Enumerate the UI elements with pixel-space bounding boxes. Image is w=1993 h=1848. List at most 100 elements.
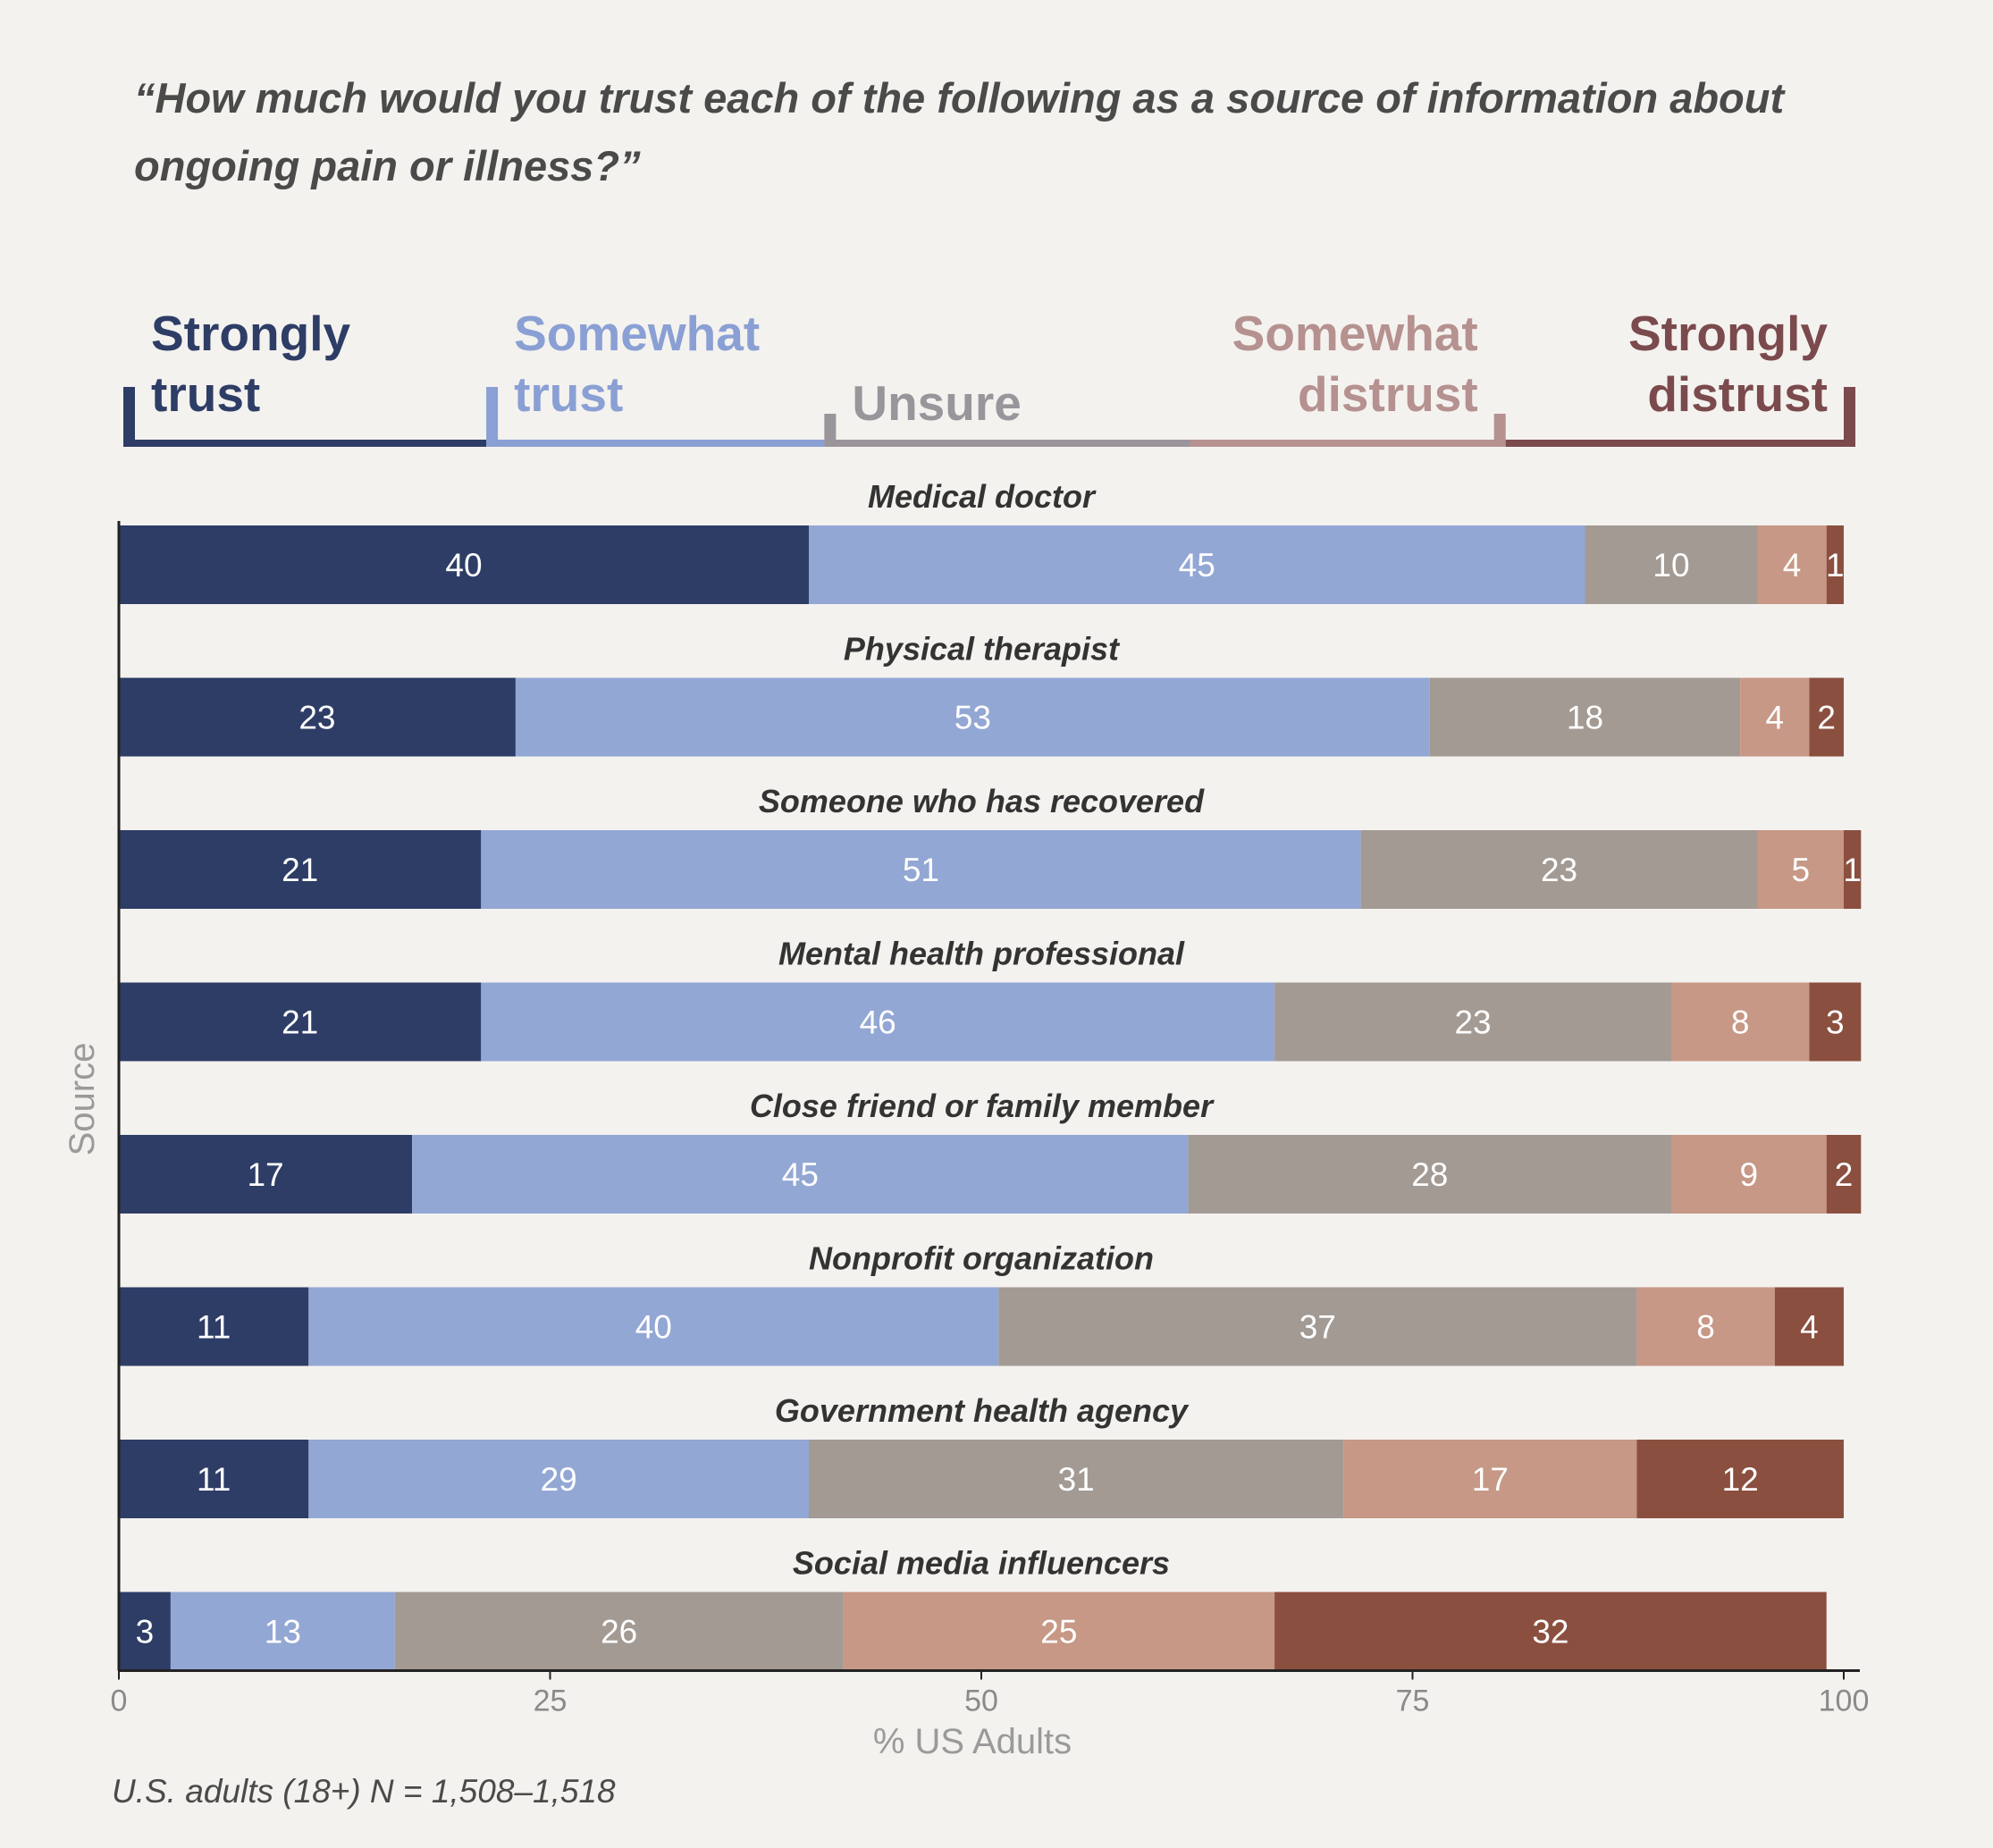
bar-value-label: 3 bbox=[1826, 1004, 1845, 1041]
bar-segment bbox=[515, 677, 1430, 757]
bar-value-label: 1 bbox=[1826, 547, 1845, 584]
bar-value-label: 8 bbox=[1731, 1004, 1750, 1041]
bar-segment bbox=[119, 1440, 309, 1518]
bar-value-label: 40 bbox=[445, 547, 482, 584]
bar-segment bbox=[119, 525, 809, 604]
x-axis: 0 25 50 75 100 bbox=[111, 521, 1870, 1718]
bar-row: Someone who has recovered 21 51 23 5 1 bbox=[119, 783, 1862, 909]
bar-segment bbox=[481, 830, 1361, 909]
legend-label: trust bbox=[151, 366, 260, 422]
bar-value-label: 32 bbox=[1532, 1614, 1568, 1651]
legend-bracket-tick bbox=[1844, 387, 1855, 447]
bar-value-label: 23 bbox=[1454, 1004, 1491, 1041]
bar-row: Close friend or family member 17 45 28 9 2 bbox=[119, 1088, 1862, 1214]
bar-row: Government health agency 11 29 31 17 12 bbox=[119, 1392, 1844, 1518]
bar-value-label: 51 bbox=[903, 852, 939, 888]
legend-bracket-tick bbox=[486, 387, 499, 447]
bar-segment bbox=[308, 1440, 809, 1518]
bar-segment bbox=[1757, 525, 1827, 604]
legend-label: Somewhat bbox=[1232, 306, 1478, 361]
legend-label: Somewhat bbox=[514, 306, 760, 361]
bar-segment bbox=[1585, 525, 1758, 604]
bar-segment bbox=[809, 1440, 1344, 1518]
bar-value-label: 9 bbox=[1740, 1156, 1759, 1193]
category-label: Medical doctor bbox=[868, 478, 1097, 515]
bar-segment bbox=[1671, 1135, 1827, 1214]
bar-segment bbox=[308, 1287, 999, 1366]
bar-segment bbox=[843, 1592, 1275, 1671]
x-tick-label: 0 bbox=[111, 1684, 128, 1718]
category-label: Physical therapist bbox=[844, 631, 1121, 668]
bar-value-label: 21 bbox=[282, 1004, 318, 1041]
legend-bracket-tick bbox=[123, 387, 135, 447]
bar-value-label: 17 bbox=[247, 1156, 283, 1193]
bar-value-label: 28 bbox=[1411, 1156, 1448, 1193]
bar-value-label: 11 bbox=[197, 1309, 231, 1346]
bar-value-label: 3 bbox=[136, 1614, 155, 1651]
bar-segment bbox=[394, 1592, 844, 1671]
bar-segment bbox=[1826, 525, 1844, 604]
chart-title: “How much would you trust each of the fo… bbox=[134, 74, 1786, 189]
bar-value-label: 21 bbox=[282, 852, 318, 888]
x-tick-label: 25 bbox=[534, 1684, 568, 1718]
bar-value-label: 46 bbox=[860, 1004, 896, 1041]
bar-segment bbox=[1274, 982, 1671, 1062]
x-tick-label: 50 bbox=[964, 1684, 998, 1718]
bar-value-label: 37 bbox=[1299, 1309, 1336, 1346]
bar-value-label: 18 bbox=[1567, 700, 1603, 736]
bar-segment bbox=[1671, 982, 1810, 1062]
bar-segment bbox=[1809, 982, 1862, 1062]
legend-label: distrust bbox=[1298, 366, 1478, 422]
bar-row: Mental health professional 21 46 23 8 3 bbox=[119, 936, 1862, 1062]
x-tick-label: 75 bbox=[1396, 1684, 1430, 1718]
bar-segment bbox=[809, 525, 1585, 604]
bar-value-label: 4 bbox=[1800, 1309, 1819, 1346]
bar-value-label: 5 bbox=[1791, 852, 1810, 888]
bar-value-label: 25 bbox=[1040, 1614, 1077, 1651]
legend-bracket-tick bbox=[824, 414, 837, 447]
x-tick-label: 100 bbox=[1819, 1684, 1870, 1718]
bar-segment bbox=[1826, 1135, 1862, 1214]
x-axis-title: % US Adults bbox=[873, 1722, 1072, 1761]
bar-segment bbox=[1429, 677, 1741, 757]
bar-segment bbox=[1757, 830, 1844, 909]
bar-segment bbox=[119, 1135, 413, 1214]
bar-value-label: 8 bbox=[1696, 1309, 1715, 1346]
bar-segment bbox=[1360, 830, 1758, 909]
bar-row: Social media influencers 3 13 26 25 32 bbox=[119, 1545, 1827, 1671]
bar-value-label: 4 bbox=[1783, 547, 1802, 584]
category-label: Social media influencers bbox=[793, 1545, 1170, 1582]
bar-value-label: 26 bbox=[601, 1614, 637, 1651]
legend-bracket-tick bbox=[1493, 414, 1506, 447]
bar-value-label: 29 bbox=[541, 1461, 577, 1498]
bar-value-label: 11 bbox=[197, 1461, 231, 1498]
bar-value-label: 23 bbox=[299, 700, 335, 736]
bar-value-label: 4 bbox=[1766, 700, 1785, 736]
bar-row: Physical therapist 23 53 18 4 2 bbox=[119, 631, 1844, 757]
bar-value-label: 45 bbox=[782, 1156, 819, 1193]
category-label: Nonprofit organization bbox=[809, 1240, 1154, 1277]
bar-value-label: 12 bbox=[1722, 1461, 1759, 1498]
bar-segment bbox=[1274, 1592, 1827, 1671]
legend-label: trust bbox=[514, 366, 623, 422]
bar-segment bbox=[119, 830, 482, 909]
legend-bar bbox=[123, 440, 487, 447]
bar-segment bbox=[119, 1287, 309, 1366]
bar-value-label: 1 bbox=[1843, 852, 1862, 888]
bar-value-label: 17 bbox=[1472, 1461, 1509, 1498]
bar-row: Medical doctor 40 45 10 4 1 bbox=[119, 478, 1845, 604]
legend-label: Unsure bbox=[852, 375, 1022, 431]
category-label: Mental health professional bbox=[778, 936, 1185, 972]
bar-segment bbox=[119, 982, 482, 1062]
category-label: Government health agency bbox=[775, 1392, 1190, 1429]
legend-bar bbox=[824, 440, 1190, 447]
bar-segment bbox=[1774, 1287, 1844, 1366]
bar-segment bbox=[119, 1592, 171, 1671]
y-axis-title: Source bbox=[63, 1043, 102, 1156]
bar-segment bbox=[1740, 677, 1810, 757]
